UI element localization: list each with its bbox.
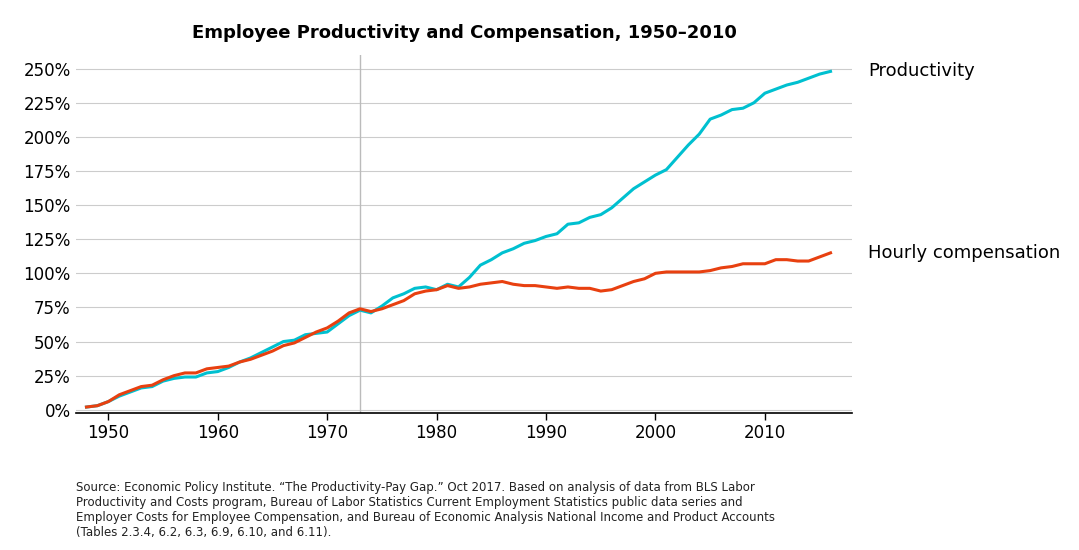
Text: Productivity: Productivity (868, 62, 974, 80)
Text: Source: Economic Policy Institute. “The Productivity-Pay Gap.” Oct 2017. Based o: Source: Economic Policy Institute. “The … (76, 481, 775, 539)
Title: Employee Productivity and Compensation, 1950–2010: Employee Productivity and Compensation, … (192, 24, 736, 42)
Text: Hourly compensation: Hourly compensation (868, 244, 1061, 262)
